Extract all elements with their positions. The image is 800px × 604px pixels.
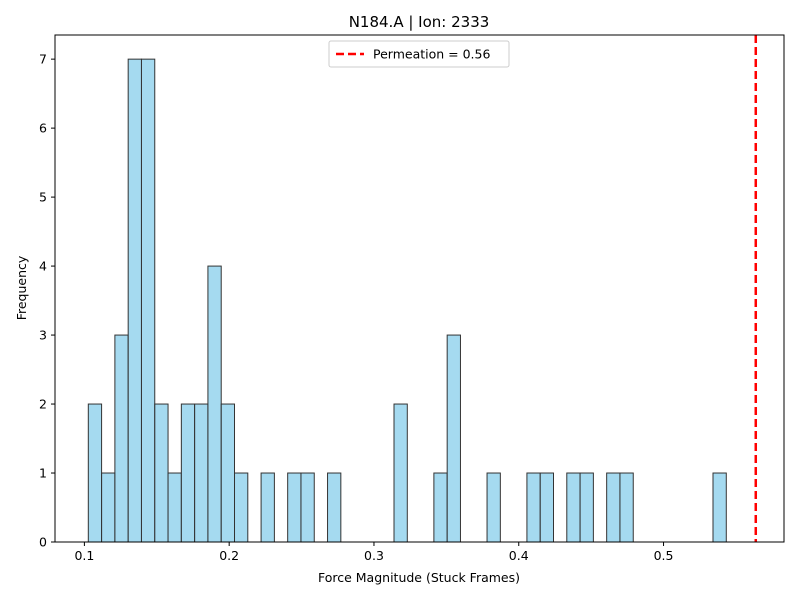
plot-frame	[54, 34, 785, 543]
x-tick-label: 0.2	[219, 548, 239, 563]
histogram-bar	[566, 472, 581, 543]
x-axis: 0.1 0.2 0.3 0.4 0.5	[74, 542, 673, 563]
histogram-bar	[234, 472, 249, 543]
y-tick-label: 0	[39, 535, 47, 550]
x-tick-label: 0.5	[654, 548, 674, 563]
x-tick-label: 0.1	[74, 548, 94, 563]
y-tick-label: 2	[39, 397, 47, 412]
histogram-bar	[194, 403, 209, 543]
y-tick-label: 7	[39, 52, 47, 67]
histogram-bar	[393, 403, 408, 543]
y-tick-label: 3	[39, 328, 47, 343]
histogram-bar	[260, 472, 275, 543]
histogram-bar	[606, 472, 621, 543]
bars-layer	[87, 58, 727, 543]
histogram-bar	[526, 472, 541, 543]
histogram-bar	[327, 472, 342, 543]
x-tick-label: 0.4	[509, 548, 529, 563]
chart-title: N184.A | Ion: 2333	[349, 13, 490, 31]
histogram-bar	[579, 472, 594, 543]
y-tick-label: 4	[39, 259, 47, 274]
x-tick-label: 0.3	[364, 548, 384, 563]
x-axis-label: Force Magnitude (Stuck Frames)	[318, 570, 520, 585]
histogram-bar	[486, 472, 501, 543]
histogram-bar	[539, 472, 554, 543]
histogram-bar	[446, 334, 461, 543]
histogram-bar	[127, 58, 142, 543]
y-tick-label: 1	[39, 466, 47, 481]
legend[interactable]: Permeation = 0.56	[328, 40, 510, 68]
histogram-bar	[619, 472, 634, 543]
histogram-bar	[154, 403, 169, 543]
histogram-bar	[101, 472, 116, 543]
histogram-bar	[114, 334, 129, 543]
histogram-bar	[712, 472, 727, 543]
y-tick-label: 6	[39, 121, 47, 136]
histogram-bar	[140, 58, 156, 543]
y-axis: 0 1 2 3 4 5 6 7	[39, 52, 55, 550]
histogram-bar	[167, 472, 182, 543]
histogram-bar	[87, 403, 103, 543]
legend-box	[328, 40, 510, 68]
legend-label: Permeation = 0.56	[373, 47, 490, 62]
histogram-bar	[207, 265, 222, 543]
histogram-bar	[433, 472, 448, 543]
y-tick-label: 5	[39, 190, 47, 205]
y-axis-label: Frequency	[14, 255, 29, 320]
histogram-bar	[287, 472, 302, 543]
histogram-bar	[300, 472, 315, 543]
histogram-bar	[220, 403, 236, 543]
histogram-bar	[180, 403, 196, 543]
